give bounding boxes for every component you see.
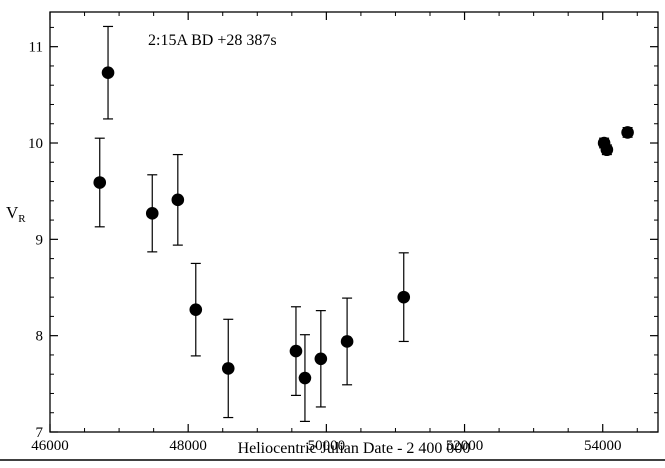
data-point xyxy=(600,143,614,157)
data-point xyxy=(289,344,303,358)
data-point xyxy=(314,352,328,366)
data-point xyxy=(397,290,411,304)
x-tick-label: 48000 xyxy=(169,438,207,454)
y-tick-label: 9 xyxy=(36,232,44,248)
y-axis-label: VR xyxy=(6,203,26,225)
data-point xyxy=(145,207,159,220)
chart-title: 2:15A BD +28 387s xyxy=(148,32,277,49)
x-tick-label: 54000 xyxy=(584,438,622,454)
data-point xyxy=(189,303,203,316)
x-tick-label: 46000 xyxy=(31,438,69,454)
data-point xyxy=(298,371,312,385)
y-tick-label: 7 xyxy=(36,425,44,441)
y-tick-label: 11 xyxy=(29,40,43,56)
data-point xyxy=(621,126,634,139)
data-point xyxy=(93,176,107,189)
x-axis-label: Heliocentric Julian Date - 2 400 000 xyxy=(238,440,471,457)
data-point xyxy=(101,66,115,79)
data-point xyxy=(340,335,354,348)
data-point xyxy=(171,193,185,207)
x-tick-label: 50000 xyxy=(308,438,346,454)
data-point xyxy=(221,362,235,375)
x-tick-label: 52000 xyxy=(446,438,484,454)
plot-frame xyxy=(49,11,659,433)
y-tick-label: 10 xyxy=(28,136,43,152)
y-tick-label: 8 xyxy=(36,329,44,345)
